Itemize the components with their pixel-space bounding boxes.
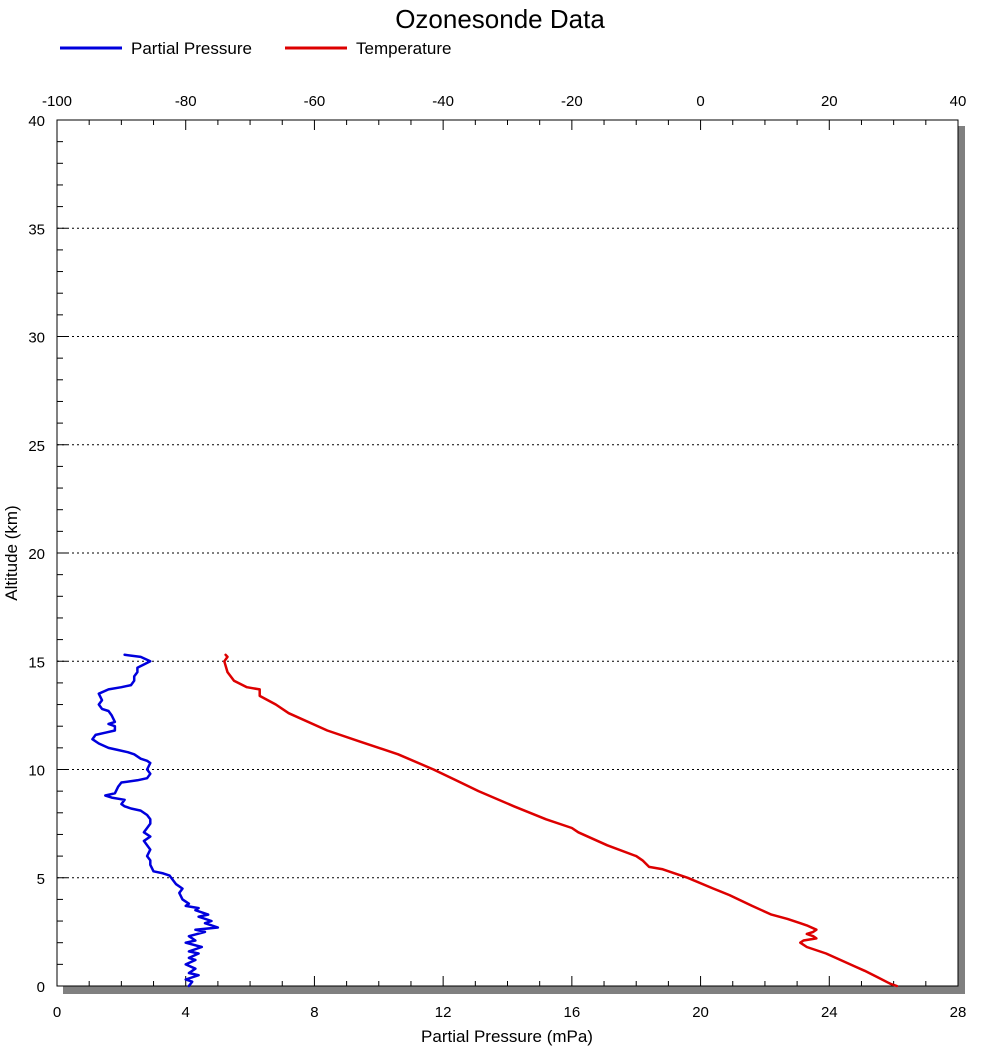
y-tick-label: 15 (28, 654, 45, 671)
x-axis-bottom-label: Partial Pressure (mPa) (421, 1027, 593, 1046)
x-top-tick-label: -100 (42, 93, 72, 110)
y-tick-label: 35 (28, 221, 45, 238)
legend-label-temperature: Temperature (356, 39, 451, 58)
x-bottom-tick-label: 24 (821, 1004, 838, 1021)
plot-shadow-right (958, 126, 965, 994)
y-tick-label: 25 (28, 438, 45, 455)
y-tick-label: 10 (28, 763, 45, 780)
x-bottom-tick-label: 4 (182, 1004, 190, 1021)
x-top-tick-label: -20 (561, 93, 583, 110)
series-lines (91, 653, 899, 988)
y-tick-label: 0 (37, 979, 45, 996)
x-bottom-tick-label: 12 (435, 1004, 452, 1021)
series-line-temperature (223, 653, 899, 988)
y-axis: 0 5 10 15 20 25 30 35 40 (28, 113, 67, 996)
x-bottom-tick-label: 16 (564, 1004, 581, 1021)
x-bottom-tick-label: 20 (692, 1004, 709, 1021)
legend-label-partial-pressure: Partial Pressure (131, 39, 252, 58)
grid-lines (57, 227, 958, 879)
x-top-tick-label: -40 (432, 93, 454, 110)
y-tick-label: 20 (28, 546, 45, 563)
y-tick-label: 40 (28, 113, 45, 130)
x-axis-top: -100 -80 -60 -40 -20 0 20 40 (42, 93, 966, 130)
chart-title: Ozonesonde Data (395, 4, 605, 34)
x-top-tick-label: -60 (304, 93, 326, 110)
legend: Partial Pressure Temperature (60, 39, 451, 58)
plot-shadow-bottom (63, 986, 965, 994)
x-bottom-tick-label: 0 (53, 1004, 61, 1021)
x-bottom-tick-label: 8 (310, 1004, 318, 1021)
y-tick-label: 5 (37, 871, 45, 888)
x-top-tick-label: 0 (696, 93, 704, 110)
y-axis-label: Altitude (km) (2, 505, 21, 600)
x-top-tick-label: 40 (950, 93, 967, 110)
x-top-tick-label: -80 (175, 93, 197, 110)
series-line-partial-pressure (91, 653, 220, 988)
x-bottom-tick-label: 28 (950, 1004, 967, 1021)
x-axis-bottom: 0 4 8 12 16 20 24 28 (53, 976, 967, 1021)
y-tick-label: 30 (28, 330, 45, 347)
x-top-tick-label: 20 (821, 93, 838, 110)
